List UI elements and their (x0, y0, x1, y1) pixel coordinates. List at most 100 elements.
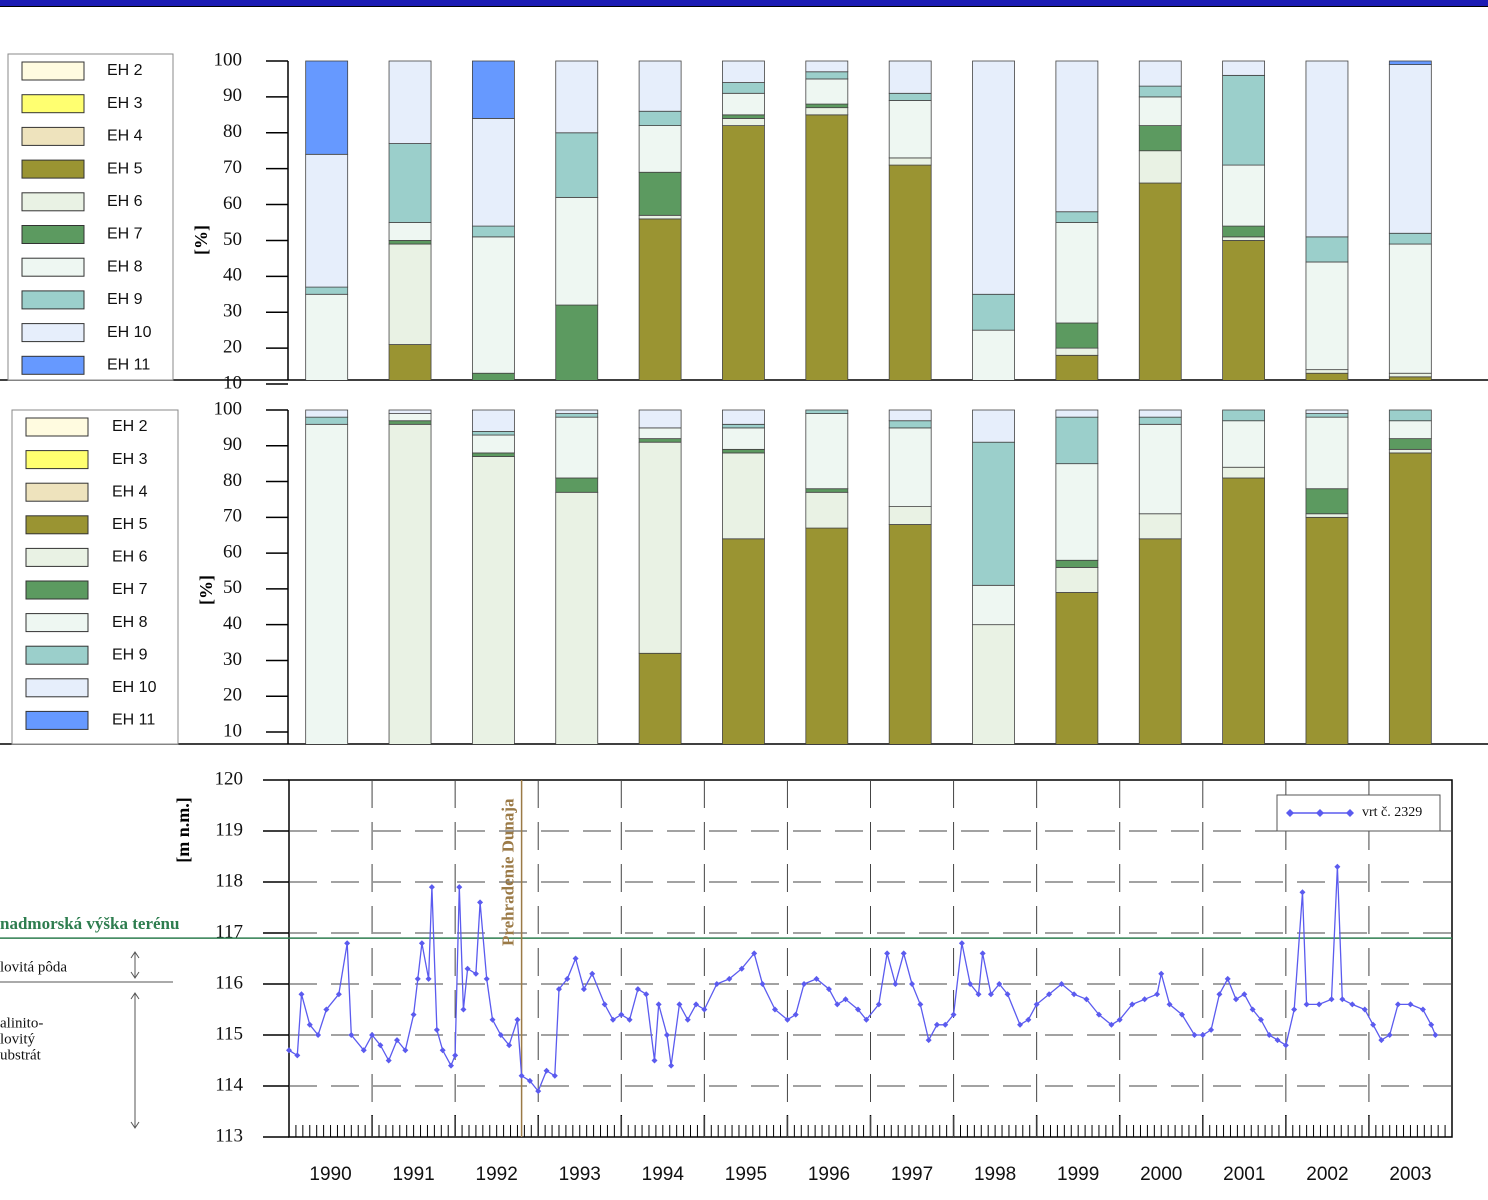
y-tick-label: 117 (215, 921, 243, 942)
bar-segment (1388, 448, 1432, 454)
bar-segment (1388, 232, 1432, 245)
data-point (414, 975, 421, 982)
bar-segment (888, 420, 932, 429)
y-axis-label: [m n.m.] (173, 797, 193, 863)
data-point (813, 975, 820, 982)
bar-segment (471, 225, 515, 238)
bar-segment (805, 488, 849, 493)
data-point (551, 1072, 558, 1079)
y-tick-label: 10 (223, 372, 242, 393)
data-point (456, 884, 463, 891)
bar-segment (638, 171, 682, 216)
y-tick-label: 60 (223, 193, 242, 214)
bar-segment (1138, 423, 1182, 515)
data-point (286, 1047, 292, 1054)
y-tick-label: 30 (223, 649, 242, 670)
bar-segment (722, 448, 765, 454)
data-point (1303, 1001, 1310, 1008)
bar-segment (805, 114, 849, 380)
y-tick-label: 100 (214, 398, 243, 419)
reference-label: Prehradenie Dunaja (499, 798, 518, 946)
data-point (1274, 1037, 1281, 1044)
data-point (1224, 975, 1231, 982)
data-point (979, 950, 986, 957)
bar-segment (1138, 538, 1182, 744)
data-point (410, 1011, 417, 1018)
y-tick-label: 20 (223, 336, 242, 357)
bar-segment (1222, 409, 1266, 422)
bar-segment (1388, 243, 1432, 374)
data-point (726, 975, 733, 982)
data-point (294, 1052, 301, 1059)
plot-area (305, 409, 1432, 744)
data-point (418, 940, 425, 947)
y-tick-label: 70 (223, 157, 242, 178)
legend-swatch (21, 225, 85, 244)
y-axis-label: [%] (196, 575, 216, 605)
data-point (425, 975, 432, 982)
bar-segment (1222, 225, 1266, 238)
legend-swatch (21, 61, 85, 81)
bar-segment (1305, 409, 1349, 414)
bar-segment (1388, 372, 1432, 378)
data-point (464, 965, 471, 972)
data-point (535, 1088, 542, 1095)
data-point (1129, 1001, 1136, 1008)
data-point (1141, 996, 1148, 1003)
bar-segment (638, 110, 682, 127)
data-point (433, 1026, 440, 1033)
data-point (315, 1032, 322, 1038)
legend-label: vrt č. 2329 (1362, 805, 1422, 820)
data-point (693, 1001, 700, 1008)
bar-segment (305, 416, 349, 425)
data-point (1095, 1011, 1102, 1018)
bar-segment (388, 243, 432, 345)
bar-segment (805, 491, 849, 529)
data-point (377, 1042, 384, 1049)
legend-label: EH 11 (107, 357, 150, 374)
data-point (1419, 1006, 1426, 1013)
bar-segment (1305, 488, 1349, 515)
data-point (1017, 1021, 1024, 1028)
bar-segment (972, 584, 1015, 626)
data-point (950, 1011, 957, 1018)
data-point (975, 991, 982, 998)
legend-swatch (21, 290, 85, 310)
y-tick-label: 30 (223, 301, 242, 322)
y-tick-label: 120 (215, 768, 244, 789)
data-point (402, 1047, 409, 1054)
data-point (572, 955, 579, 962)
data-point (1328, 996, 1335, 1003)
y-tick-label: 116 (215, 972, 243, 993)
bar-segment (305, 409, 349, 418)
data-point (1158, 970, 1165, 977)
data-point (801, 981, 808, 987)
data-point (863, 1016, 870, 1023)
bar-segment (1388, 409, 1432, 422)
bar-segment (555, 304, 599, 380)
x-tick-label: 2000 (1140, 1164, 1182, 1185)
bar-segment (471, 236, 515, 374)
bar-segment (471, 434, 515, 454)
bar-segment (555, 477, 599, 493)
y-axis-label: [%] (191, 225, 211, 255)
data-point (601, 1001, 608, 1008)
data-point (1266, 1032, 1273, 1038)
data-point (1116, 1016, 1123, 1023)
x-tick-label: 1994 (642, 1164, 685, 1185)
side-note: lovitá pôda (0, 959, 67, 975)
legend-swatch (21, 94, 85, 114)
bar-segment (1055, 211, 1099, 223)
bar-segment (722, 92, 765, 116)
bar-segment (805, 107, 849, 116)
data-point (526, 1077, 533, 1084)
data-point (825, 986, 832, 993)
data-point (618, 1011, 625, 1018)
bar-segment (1222, 420, 1266, 468)
data-point (759, 981, 766, 987)
legend-label: EH 8 (112, 614, 148, 631)
bar-segment (1305, 369, 1349, 374)
x-tick-label: 1990 (309, 1164, 351, 1185)
bar-segment (638, 214, 682, 220)
x-tick-label: 1991 (392, 1164, 434, 1185)
